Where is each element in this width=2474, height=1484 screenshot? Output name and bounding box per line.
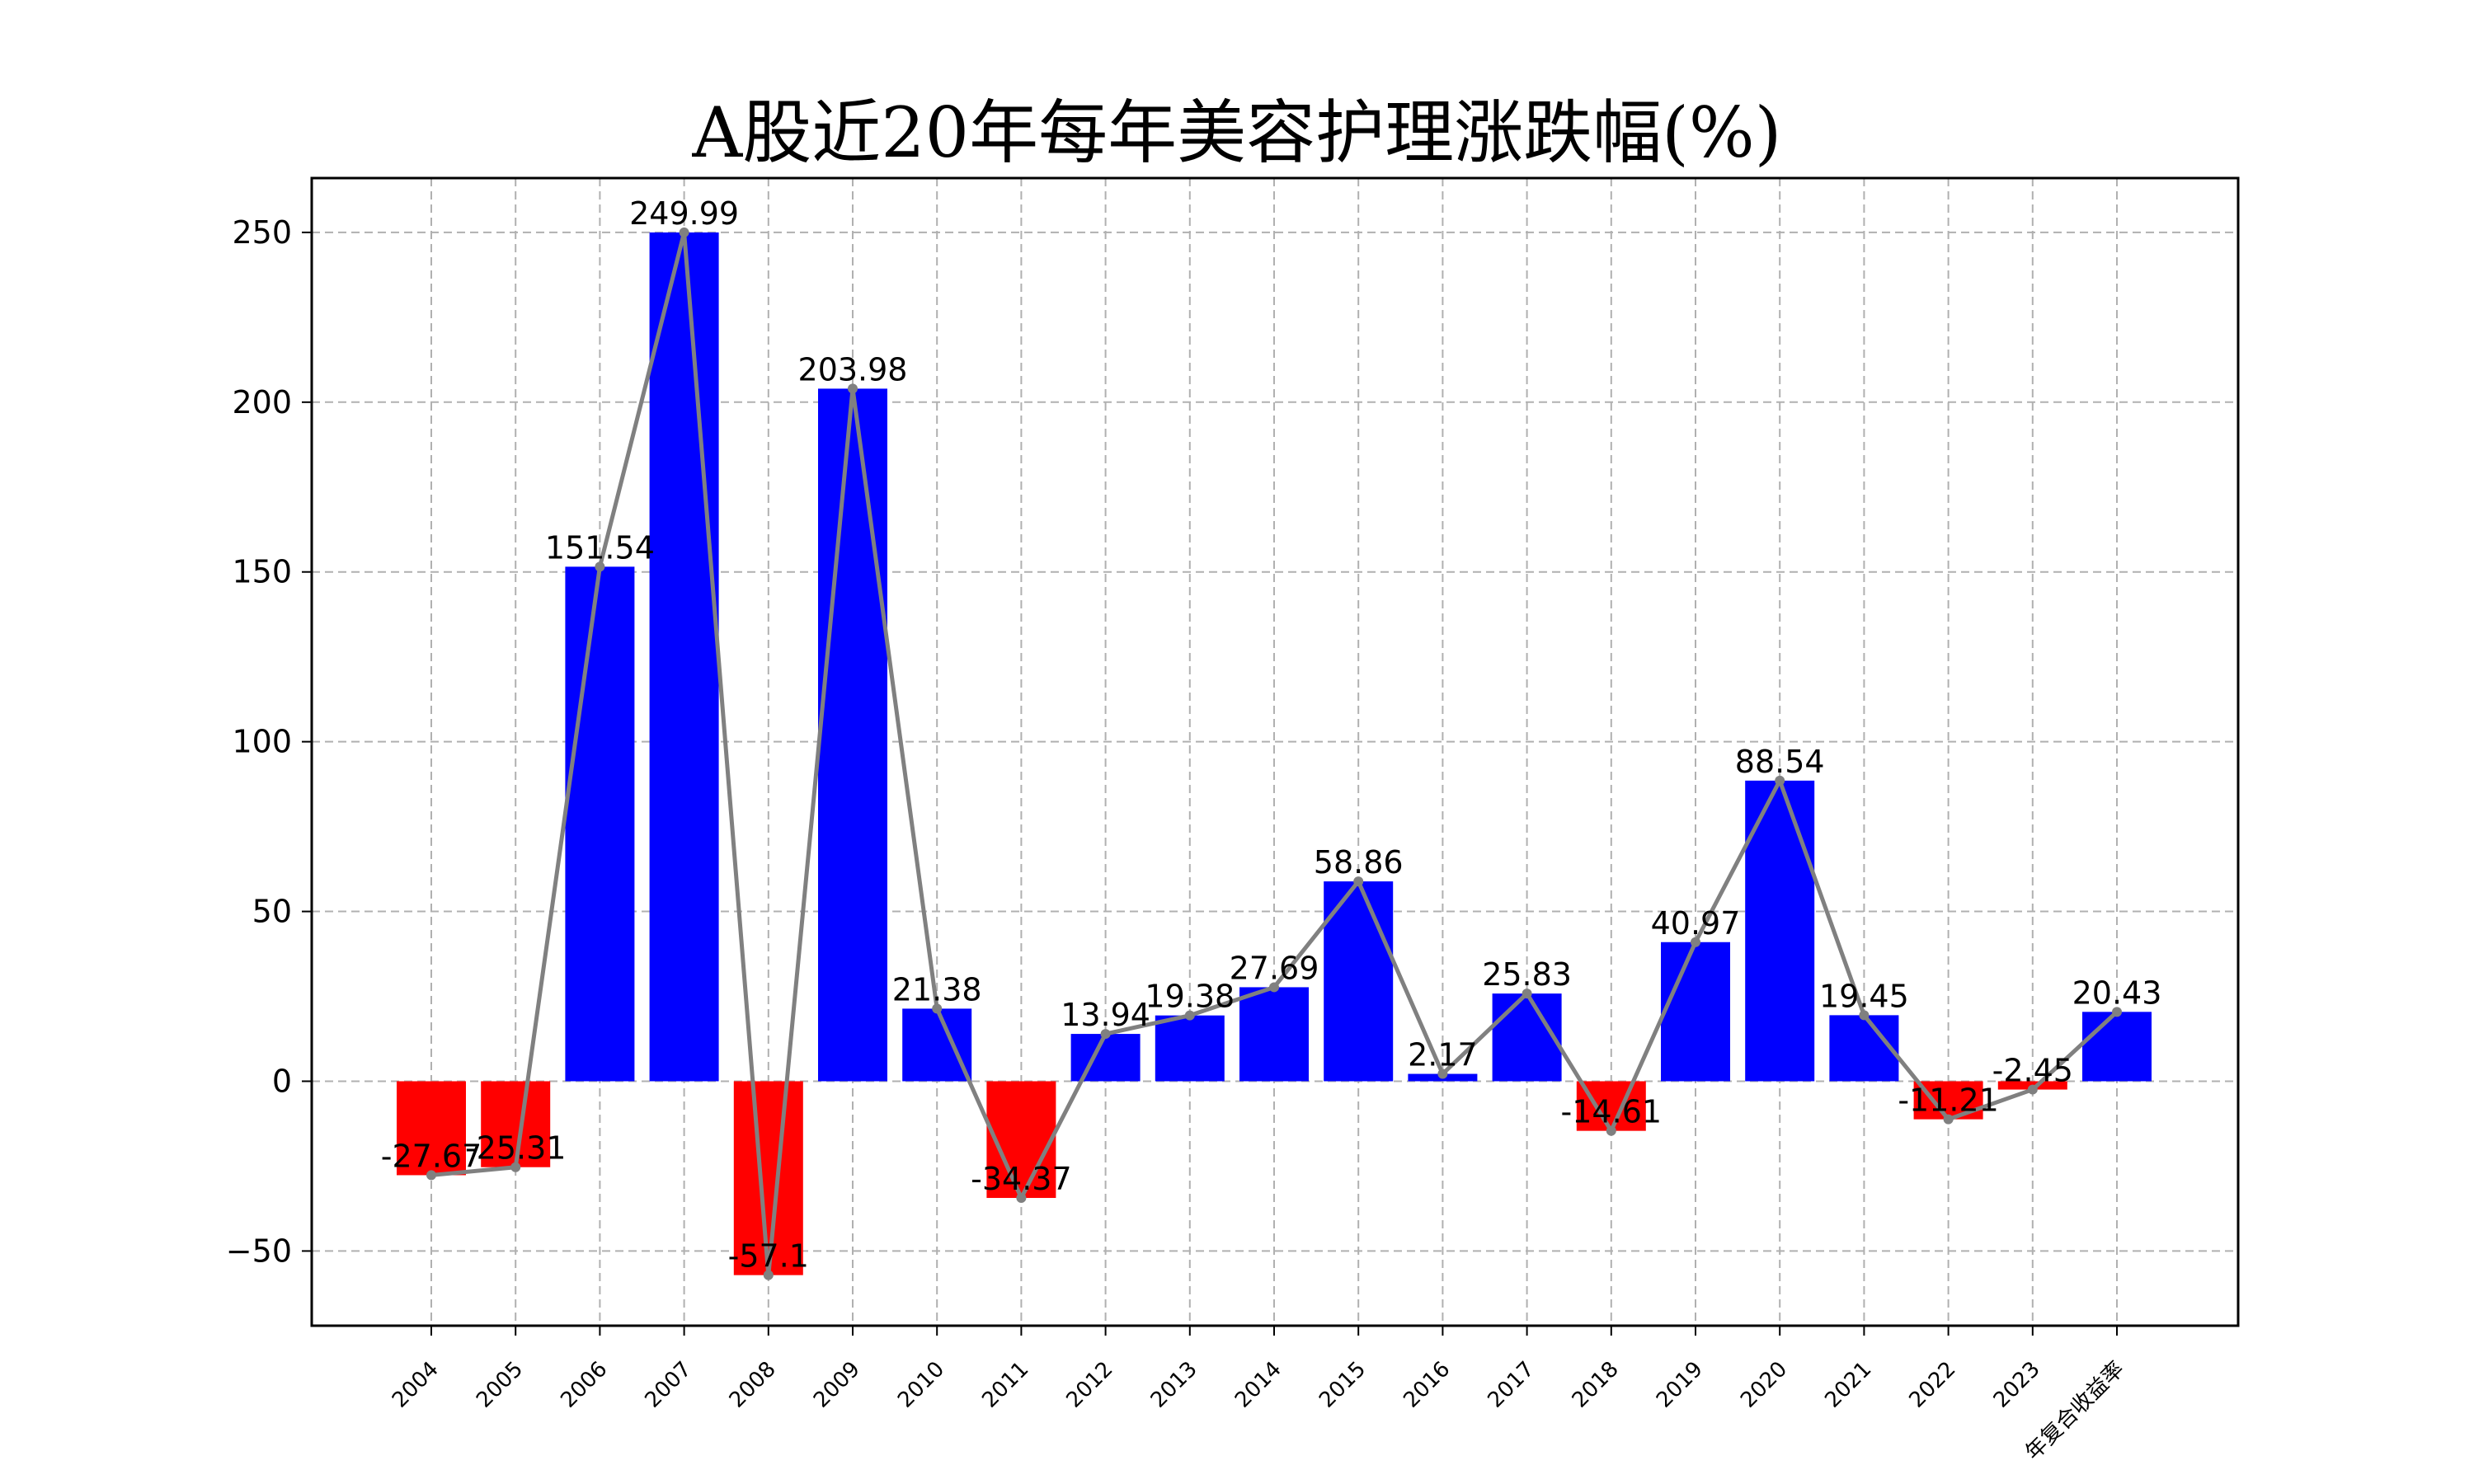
line-point: [1184, 1010, 1195, 1021]
line-point: [1100, 1029, 1111, 1040]
data-label: 151.54: [545, 529, 655, 566]
data-labels: -27.67-25.31 151.54 249.99 -57.1 203.98 21.38…: [381, 195, 2162, 1275]
data-label: -27.67: [381, 1138, 482, 1174]
y-tick-label: 50: [252, 894, 292, 930]
bar: [1745, 780, 1815, 1082]
bars: [397, 232, 2152, 1275]
x-tick-label: 2015: [1315, 1357, 1371, 1413]
bar: [397, 1081, 466, 1176]
line-point: [1522, 989, 1532, 999]
y-axis: −50 0 50 100 150 200 250: [226, 214, 312, 1269]
data-label: 27.69: [1230, 950, 1319, 986]
x-tick-label: 2020: [1736, 1357, 1792, 1413]
x-tick-label: 2016: [1399, 1357, 1455, 1413]
line-point: [510, 1162, 521, 1172]
x-tick-label: 2010: [893, 1357, 949, 1413]
bar: [1324, 881, 1394, 1082]
x-tick-label: 2006: [556, 1357, 612, 1413]
x-axis: 2004 2005 2006 2007 2008 2009 2010 2011 2012 2013…: [388, 1326, 2129, 1465]
bar: [1661, 942, 1730, 1082]
data-label: 13.94: [1061, 997, 1150, 1033]
y-tick-label: 150: [232, 554, 292, 590]
line-point: [1691, 937, 1700, 947]
data-label: -25.31: [465, 1130, 567, 1167]
x-tick-label: 2022: [1905, 1357, 1961, 1413]
data-label: -57.1: [728, 1238, 809, 1275]
data-label: 21.38: [892, 971, 982, 1007]
x-tick-label: 2021: [1820, 1357, 1876, 1413]
data-label: -11.21: [1898, 1082, 1999, 1119]
bar: [902, 1008, 972, 1082]
line-point: [2027, 1084, 2038, 1095]
data-label: 58.86: [1314, 844, 1404, 881]
chart-title: A股近20年每年美容护理涨跌幅(%): [692, 92, 1782, 173]
line-point: [679, 227, 689, 237]
bar: [2082, 1012, 2152, 1082]
line-point: [848, 383, 858, 394]
x-tick-label: 2011: [977, 1357, 1033, 1413]
x-tick-label: 2004: [388, 1357, 444, 1413]
x-tick-label: 2023: [1989, 1357, 2045, 1413]
x-tick-label: 2007: [641, 1357, 697, 1413]
line-point: [932, 1003, 943, 1014]
y-tick-label: 100: [232, 724, 292, 760]
data-label: 249.99: [629, 195, 739, 232]
plot-frame: [310, 176, 2240, 1327]
y-tick-label: 200: [232, 384, 292, 420]
data-label: 25.83: [1482, 956, 1572, 993]
x-tick-label: 2005: [472, 1357, 528, 1413]
bar: [733, 1081, 803, 1275]
data-label: 20.43: [2072, 974, 2162, 1011]
line-point: [426, 1170, 436, 1181]
bar: [565, 566, 635, 1082]
line-point: [2112, 1007, 2122, 1017]
data-label: -34.37: [971, 1161, 1072, 1197]
data-label: -14.61: [1561, 1094, 1663, 1130]
y-tick-label: −50: [226, 1233, 292, 1269]
line-point: [1353, 876, 1364, 887]
x-tick-label: 2017: [1484, 1357, 1540, 1413]
bar: [1070, 1034, 1141, 1082]
x-tick-label: 2008: [725, 1357, 781, 1413]
bar: [818, 388, 887, 1082]
x-tick-label: 2009: [809, 1357, 865, 1413]
line-point: [1943, 1114, 1954, 1125]
line-point: [595, 561, 605, 572]
trend-line: [426, 227, 2122, 1280]
data-label: 203.98: [798, 351, 908, 387]
line-point: [1437, 1068, 1448, 1079]
bar: [1239, 987, 1309, 1082]
y-tick-label: 250: [232, 214, 292, 251]
data-label: 40.97: [1651, 905, 1741, 942]
line-point: [1775, 775, 1785, 786]
bar: [649, 232, 719, 1082]
line-point: [1016, 1193, 1027, 1204]
data-label: 19.45: [1819, 978, 1909, 1014]
data-label: 19.38: [1145, 979, 1235, 1015]
line-point: [1606, 1125, 1616, 1136]
bar: [1492, 993, 1562, 1082]
line-point: [763, 1270, 774, 1280]
x-tick-label: 2013: [1146, 1357, 1202, 1413]
data-label: -2.45: [1992, 1053, 2073, 1089]
data-label: 2.17: [1408, 1037, 1478, 1073]
bar: [1829, 1015, 1899, 1082]
line-point: [1269, 982, 1279, 993]
x-tick-label: 2014: [1230, 1357, 1286, 1413]
bar: [1155, 1015, 1225, 1082]
data-label: 88.54: [1735, 744, 1825, 780]
y-tick-label: 0: [272, 1063, 292, 1099]
x-tick-label: 2012: [1062, 1357, 1118, 1413]
x-tick-label: 2018: [1568, 1357, 1624, 1413]
x-tick-label: 2019: [1652, 1357, 1708, 1413]
bar: [986, 1081, 1056, 1199]
line-point: [1859, 1010, 1870, 1021]
